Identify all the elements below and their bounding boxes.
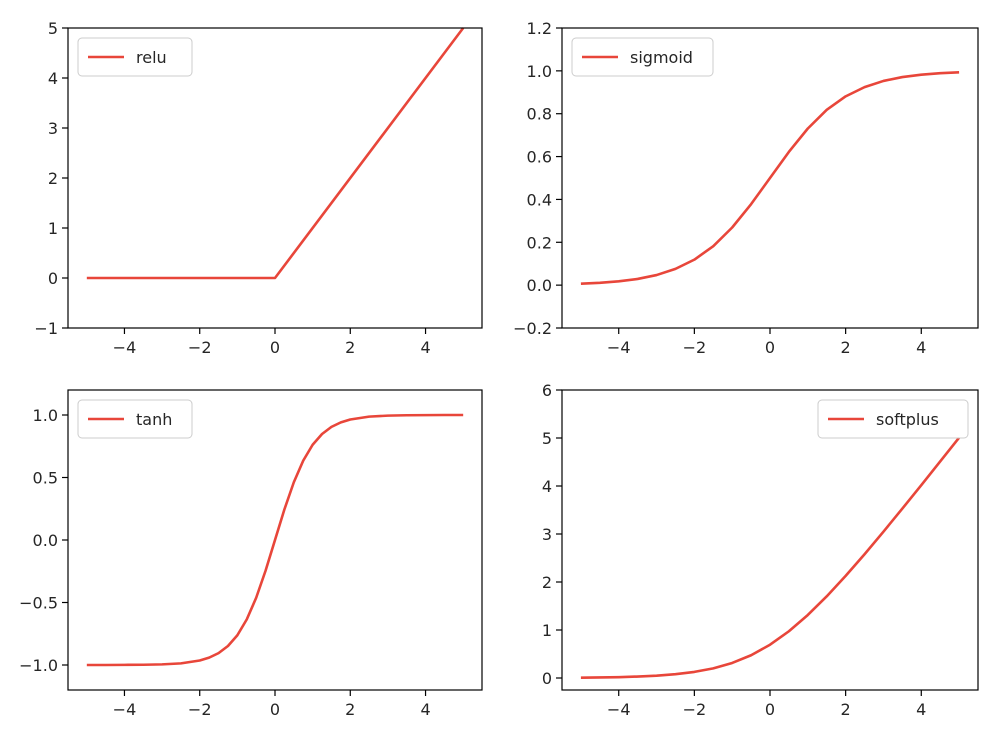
y-tick-label: 1 — [48, 219, 58, 238]
y-tick-label: 0.8 — [527, 105, 552, 124]
x-tick-label: −2 — [683, 338, 707, 357]
subplot-3: −4 −2 0 2 4 −1.0 −0.5 0.0 0.5 1.0 tanh — [19, 389, 483, 719]
y-tick-label: 0.5 — [33, 469, 58, 488]
x-tick-label: 4 — [420, 338, 430, 357]
y-tick-label: 0.0 — [527, 276, 552, 295]
legend-box — [77, 399, 193, 439]
legend: sigmoid — [571, 37, 714, 77]
x-tick-label: 0 — [270, 338, 280, 357]
legend-box — [571, 37, 714, 77]
legend-label: sigmoid — [630, 48, 693, 67]
y-tick-label: −1.0 — [19, 656, 58, 675]
series-line-relu — [86, 27, 465, 280]
y-tick-label: 1 — [542, 621, 552, 640]
x-tick-label: 2 — [345, 700, 355, 719]
x-tick-label: 4 — [420, 700, 430, 719]
y-tick-label: 1.0 — [527, 62, 552, 81]
y-tick-label: 0.4 — [527, 190, 552, 209]
legend-box — [817, 399, 969, 439]
y-tick-label: 1.2 — [527, 19, 552, 38]
x-tick-label: −4 — [607, 338, 631, 357]
y-tick-label: 5 — [542, 429, 552, 448]
x-tick-label: 4 — [916, 338, 926, 357]
y-tick-label: 2 — [542, 573, 552, 592]
series-line-tanh — [86, 413, 464, 667]
x-tick-label: 2 — [841, 700, 851, 719]
x-tick-label: 0 — [765, 338, 775, 357]
x-tick-label: −4 — [607, 700, 631, 719]
legend: softplus — [817, 399, 969, 439]
x-tick-label: 0 — [270, 700, 280, 719]
y-tick-label: 1.0 — [33, 406, 58, 425]
y-tick-label: 4 — [542, 477, 552, 496]
x-tick-label: 0 — [765, 700, 775, 719]
subplot-2: −4 −2 0 2 4 −0.2 0.0 0.2 0.4 0.6 0.8 1.0 1.2 sigmoid — [513, 19, 979, 357]
subplot-4: −4 −2 0 2 4 0 1 2 3 4 5 6 softplus — [542, 381, 979, 719]
x-tick-label: −4 — [113, 700, 137, 719]
y-tick-label: 3 — [48, 119, 58, 138]
series-line-softplus — [580, 436, 961, 679]
legend-label: relu — [136, 48, 167, 67]
legend-box — [77, 37, 193, 77]
y-tick-label: 0.0 — [33, 531, 58, 550]
y-tick-label: 2 — [48, 169, 58, 188]
x-tick-label: 2 — [345, 338, 355, 357]
legend: tanh — [77, 399, 193, 439]
x-tick-label: 2 — [841, 338, 851, 357]
y-tick-label: −0.5 — [19, 594, 58, 613]
y-tick-label: −0.2 — [513, 319, 552, 338]
x-tick-label: −2 — [188, 700, 212, 719]
y-tick-label: 0 — [48, 269, 58, 288]
x-tick-label: −4 — [113, 338, 137, 357]
y-tick-label: 0.2 — [527, 233, 552, 252]
y-tick-label: −1 — [34, 319, 58, 338]
subplot-1: −4 −2 0 2 4 −1 0 1 2 3 4 5 relu — [34, 19, 483, 357]
y-tick-label: 6 — [542, 381, 552, 400]
y-tick-label: 0 — [542, 669, 552, 688]
legend-label: softplus — [876, 410, 939, 429]
legend-label: tanh — [136, 410, 172, 429]
y-tick-label: 4 — [48, 69, 58, 88]
series-line-sigmoid — [580, 71, 960, 285]
x-tick-label: −2 — [683, 700, 707, 719]
x-tick-label: 4 — [916, 700, 926, 719]
legend: relu — [77, 37, 193, 77]
y-tick-label: 0.6 — [527, 148, 552, 167]
x-tick-label: −2 — [188, 338, 212, 357]
y-tick-label: 5 — [48, 19, 58, 38]
y-tick-label: 3 — [542, 525, 552, 544]
